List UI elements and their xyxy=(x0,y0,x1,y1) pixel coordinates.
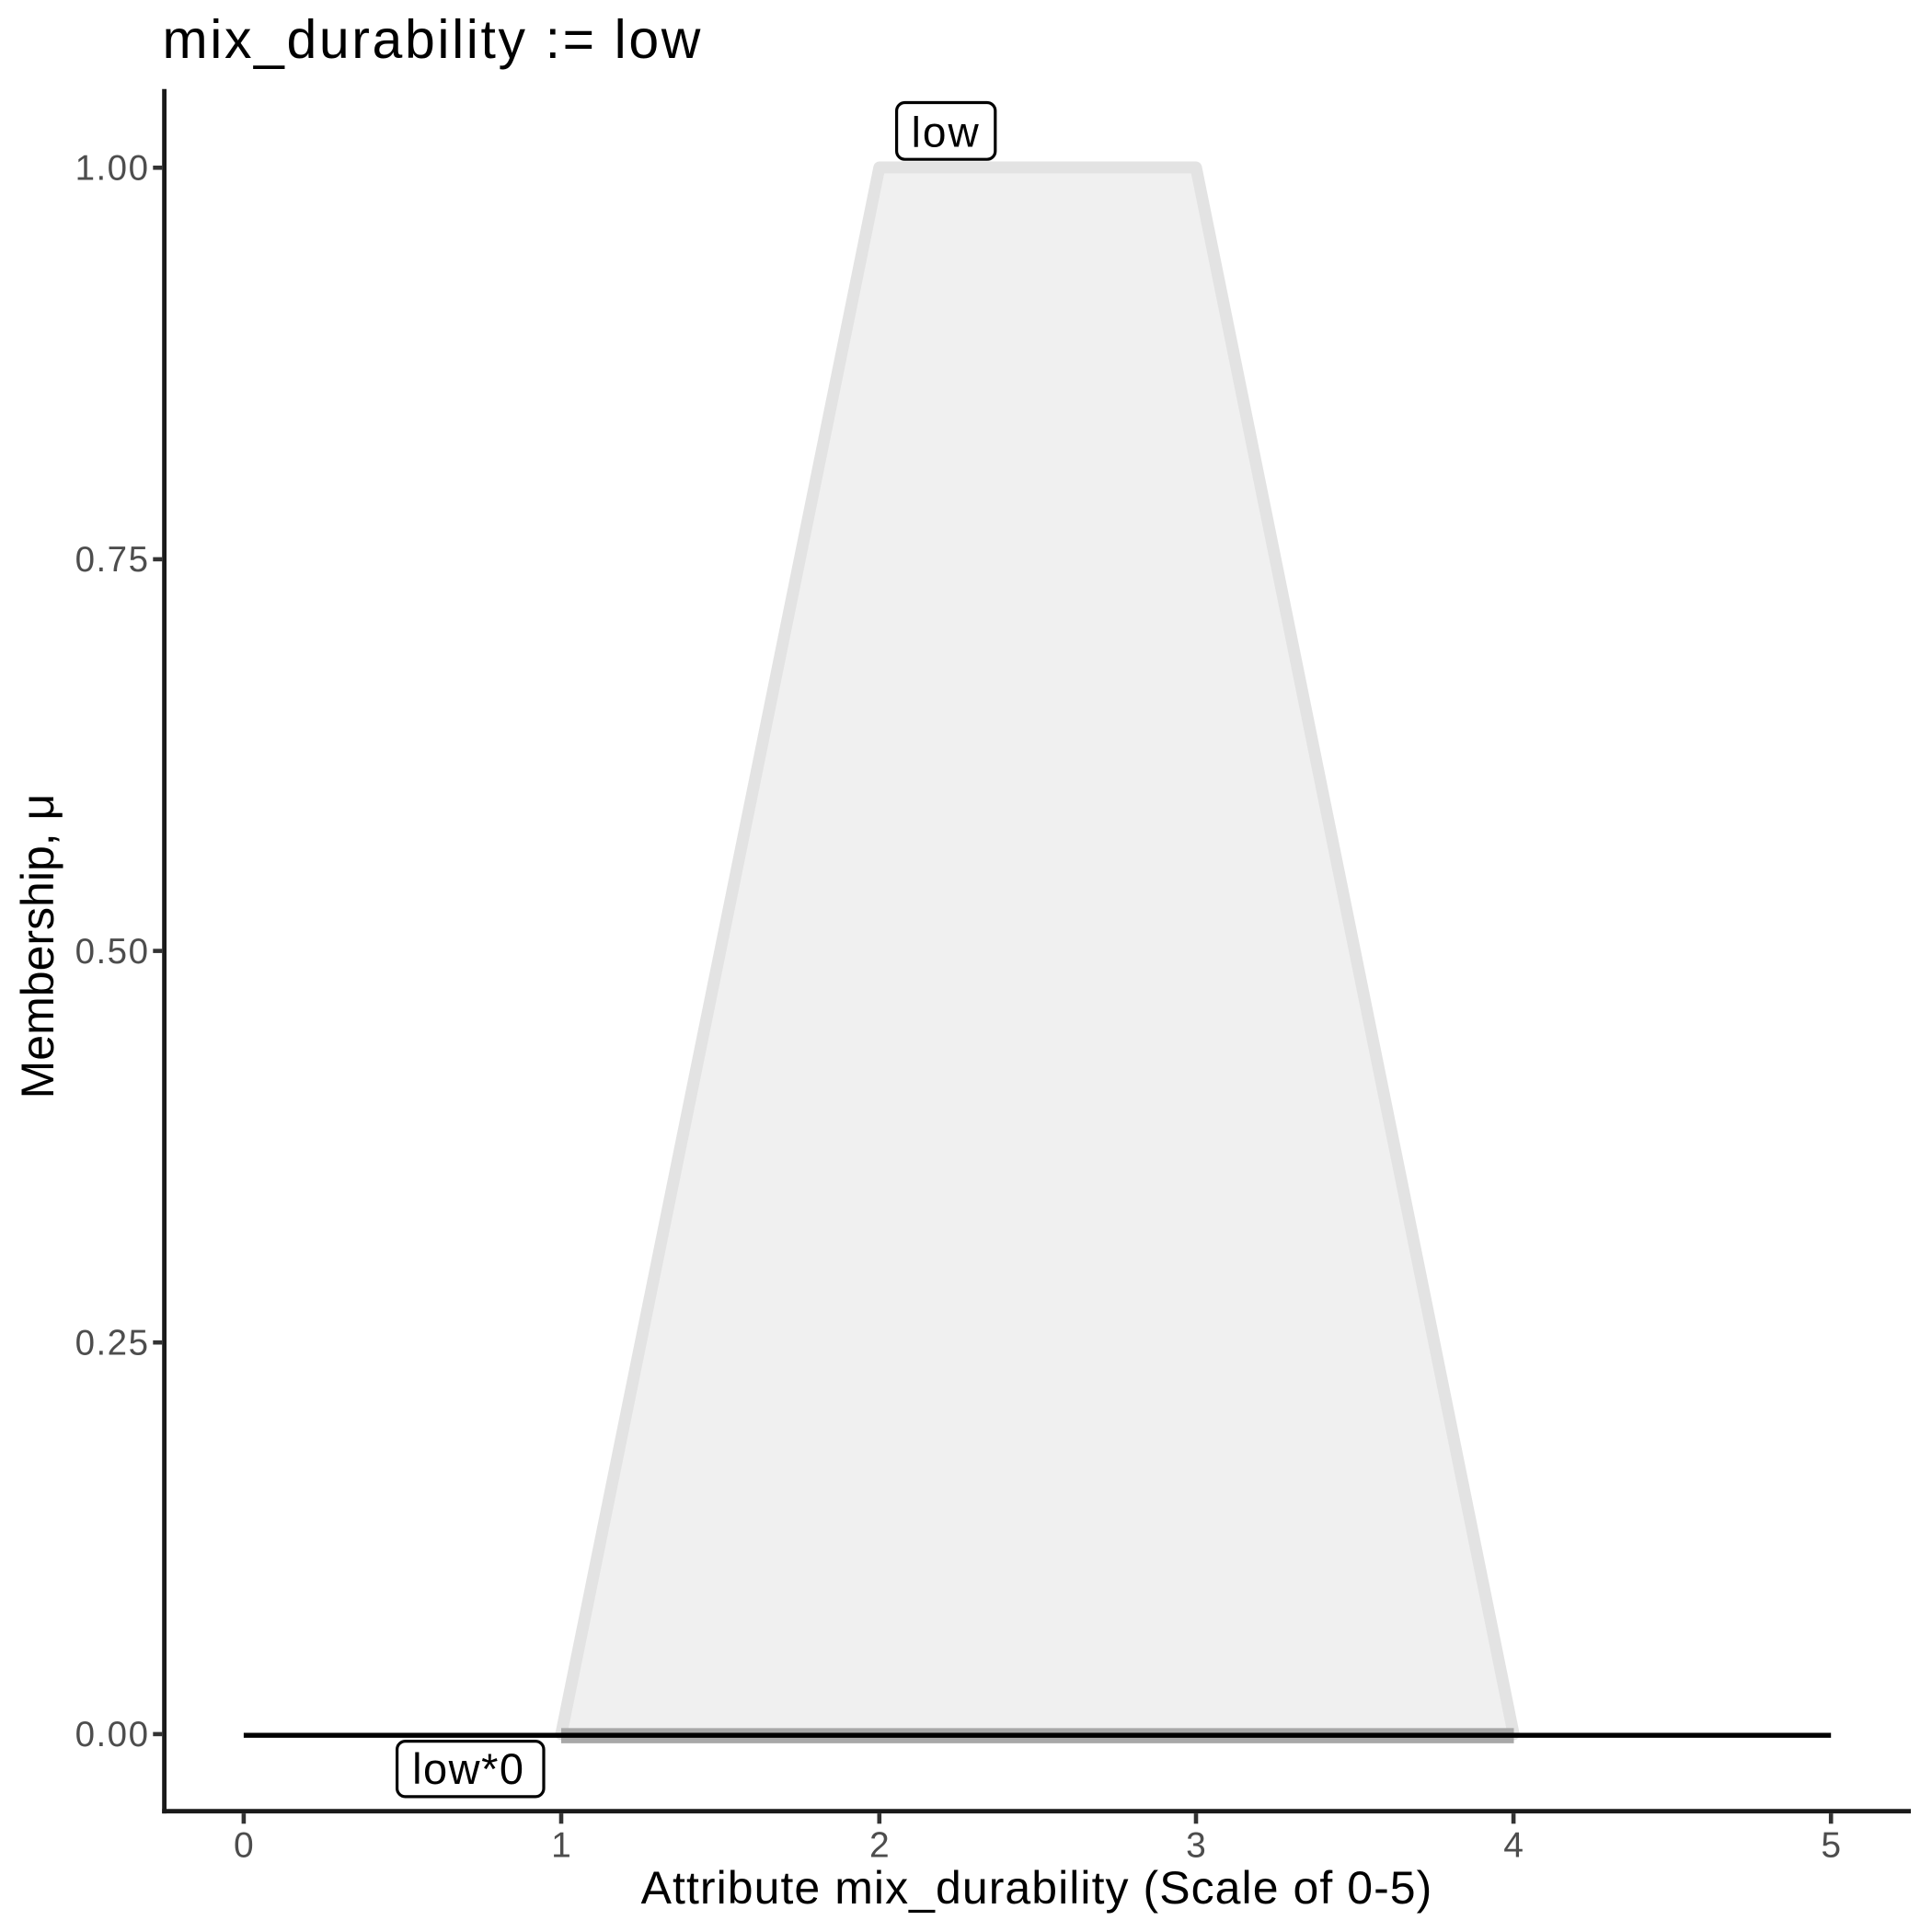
svg-text:0.50: 0.50 xyxy=(75,932,150,972)
svg-text:0.25: 0.25 xyxy=(75,1323,150,1363)
svg-text:Membership, μ: Membership, μ xyxy=(12,794,63,1099)
svg-text:2: 2 xyxy=(869,1825,890,1865)
svg-text:1: 1 xyxy=(551,1825,571,1865)
svg-text:0.00: 0.00 xyxy=(75,1715,150,1754)
svg-text:low*0: low*0 xyxy=(412,1744,524,1793)
svg-text:Attribute mix_durability (Scal: Attribute mix_durability (Scale of 0-5) xyxy=(641,1862,1433,1914)
svg-text:mix_durability := low: mix_durability := low xyxy=(163,9,703,70)
svg-text:0: 0 xyxy=(234,1825,254,1865)
svg-text:3: 3 xyxy=(1186,1825,1206,1865)
svg-text:1.00: 1.00 xyxy=(75,149,150,189)
svg-text:0.75: 0.75 xyxy=(75,540,150,580)
svg-text:5: 5 xyxy=(1821,1825,1841,1865)
svg-text:4: 4 xyxy=(1503,1825,1524,1865)
svg-text:low: low xyxy=(912,109,981,156)
